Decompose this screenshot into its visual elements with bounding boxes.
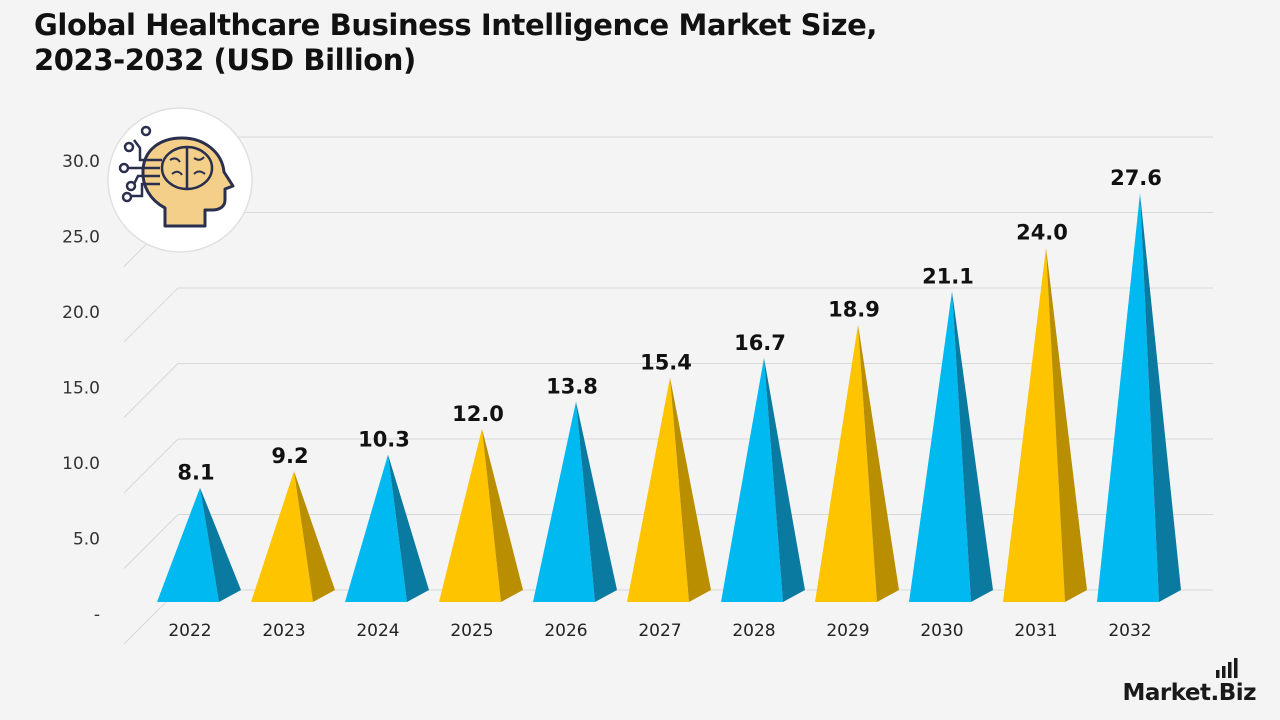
bar-side-face (1046, 247, 1087, 602)
bar-front-face (1097, 193, 1159, 603)
bar-2028: 16.7 (721, 331, 805, 602)
bar-value-label: 27.6 (1110, 166, 1162, 190)
y-tick-label: 15.0 (62, 379, 100, 399)
bar-value-label: 24.0 (1016, 221, 1068, 245)
chart-title-line-2: 2023-2032 (USD Billion) (34, 43, 416, 77)
x-axis-labels: 2022 2023 2024 2025 2026 2027 2028 2029 2030 2031… (168, 621, 1151, 641)
y-axis-ticks: - 5.0 10.0 15.0 20.0 25.0 30.0 (62, 152, 100, 625)
x-tick-label: 2029 (826, 621, 869, 641)
x-tick-label: 2022 (168, 621, 211, 641)
bar-value-label: 12.0 (452, 402, 504, 426)
brain-head-icon (107, 107, 253, 253)
bar-value-label: 21.1 (922, 264, 974, 288)
bar-side-face (576, 401, 617, 602)
bar-value-label: 16.7 (734, 331, 786, 355)
x-tick-label: 2028 (732, 621, 775, 641)
bar-value-label: 15.4 (640, 350, 692, 374)
bar-side-face (952, 291, 993, 602)
brand-logo: Market.Biz (1122, 680, 1256, 706)
bar-side-face (388, 454, 429, 602)
bar-value-label: 9.2 (271, 444, 308, 468)
bar-2032: 27.6 (1097, 166, 1181, 603)
y-tick-label: - (94, 605, 100, 625)
bar-side-face (670, 377, 711, 602)
bar-side-face (858, 324, 899, 602)
x-tick-label: 2027 (638, 621, 681, 641)
bar-2031: 24.0 (1003, 221, 1087, 602)
bar-2026: 13.8 (533, 375, 617, 602)
bar-side-face (294, 471, 335, 602)
bar-front-face (439, 428, 501, 602)
bar-2027: 15.4 (627, 350, 711, 602)
grid-line-perspective (123, 514, 179, 569)
brand-bars-icon (1216, 658, 1238, 678)
bar-value-label: 18.9 (828, 298, 880, 322)
bars: 8.1 9.2 10.3 12.0 13.8 15.4 16.7 18.9 21.1 24.0 27… (157, 166, 1181, 603)
bar-2022: 8.1 (157, 461, 241, 602)
bar-2030: 21.1 (909, 264, 993, 602)
x-tick-label: 2023 (262, 621, 305, 641)
bar-side-face (200, 487, 241, 602)
y-tick-label: 20.0 (62, 303, 100, 323)
bar-front-face (533, 401, 595, 602)
bar-front-face (1003, 247, 1065, 602)
bar-side-face (1140, 193, 1181, 603)
bar-front-face (721, 357, 783, 602)
grid-line-perspective (123, 438, 179, 494)
x-tick-label: 2032 (1108, 621, 1151, 641)
bar-front-face (251, 471, 313, 602)
grid-line-perspective (123, 363, 179, 418)
bar-side-face (764, 357, 805, 602)
grid-line-perspective (123, 287, 179, 343)
bar-2023: 9.2 (251, 444, 335, 602)
bar-value-label: 13.8 (546, 375, 598, 399)
chart-title: Global Healthcare Business Intelligence … (34, 8, 1034, 78)
x-tick-label: 2026 (544, 621, 587, 641)
bar-front-face (157, 487, 219, 602)
bar-2024: 10.3 (345, 427, 429, 602)
chart-title-line-1: Global Healthcare Business Intelligence … (34, 8, 877, 42)
y-tick-label: 30.0 (62, 152, 100, 172)
y-tick-label: 25.0 (62, 228, 100, 248)
bar-front-face (627, 377, 689, 602)
bar-front-face (909, 291, 971, 602)
y-tick-label: 10.0 (62, 454, 100, 474)
x-tick-label: 2031 (1014, 621, 1057, 641)
x-tick-label: 2030 (920, 621, 963, 641)
bar-2025: 12.0 (439, 402, 523, 602)
bar-side-face (482, 428, 523, 602)
bar-front-face (815, 324, 877, 602)
bar-value-label: 8.1 (177, 461, 214, 485)
x-tick-label: 2025 (450, 621, 493, 641)
x-tick-label: 2024 (356, 621, 399, 641)
bar-front-face (345, 454, 407, 602)
bar-2029: 18.9 (815, 298, 899, 602)
y-tick-label: 5.0 (73, 530, 100, 550)
bar-value-label: 10.3 (358, 427, 410, 451)
